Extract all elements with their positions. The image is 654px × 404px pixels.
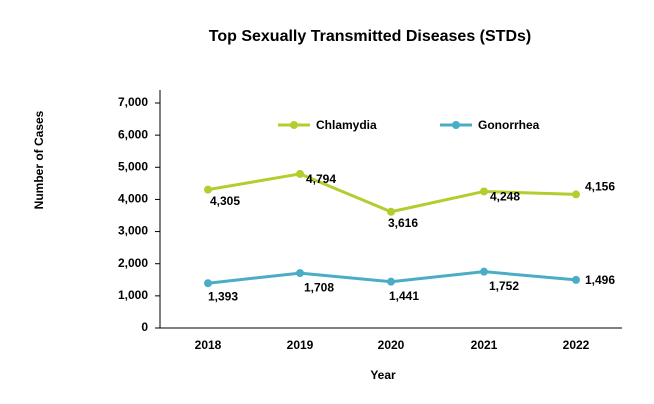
y-axis-label: Number of Cases [32, 110, 46, 209]
data-label: 4,305 [210, 194, 240, 208]
x-tick-label: 2019 [287, 338, 314, 352]
data-label: 1,752 [489, 279, 519, 293]
point [387, 277, 395, 286]
y-tick-label: 7,000 [118, 95, 148, 109]
x-axis-label: Year [370, 368, 396, 382]
data-label: 4,156 [585, 180, 615, 194]
point [296, 269, 304, 278]
point [204, 279, 212, 288]
y-tick-label: 3,000 [118, 224, 148, 238]
data-label: 3,616 [388, 216, 418, 230]
data-label: 1,393 [208, 289, 238, 303]
legend-label: Chlamydia [316, 118, 377, 132]
point [296, 169, 304, 178]
x-tick-label: 2022 [563, 338, 590, 352]
point [572, 190, 580, 199]
data-label: 1,708 [304, 280, 334, 294]
data-label: 1,496 [585, 273, 615, 287]
point [572, 275, 580, 284]
x-tick-label: 2021 [471, 338, 498, 352]
y-tick-label: 0 [141, 320, 148, 334]
x-tick-label: 2018 [195, 338, 222, 352]
chart-title: Top Sexually Transmitted Diseases (STDs) [209, 28, 531, 45]
point [480, 187, 488, 196]
y-tick-label: 6,000 [118, 127, 148, 141]
y-tick-label: 5,000 [118, 159, 148, 173]
legend-label: Gonorrhea [478, 118, 540, 132]
legend-marker [452, 121, 460, 129]
point [204, 185, 212, 194]
y-tick-label: 1,000 [118, 288, 148, 302]
point [480, 267, 488, 276]
data-label: 4,248 [490, 190, 520, 204]
y-tick-label: 4,000 [118, 192, 148, 206]
line [207, 172, 577, 214]
data-label: 4,794 [306, 172, 336, 186]
x-tick-label: 2020 [378, 338, 405, 352]
y-tick-label: 2,000 [118, 256, 148, 270]
data-label: 1,441 [389, 289, 419, 303]
point [387, 207, 395, 216]
legend-marker [290, 121, 298, 129]
